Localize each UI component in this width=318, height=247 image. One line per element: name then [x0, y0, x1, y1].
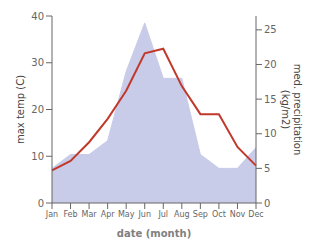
svg-text:10: 10 [264, 128, 277, 139]
svg-text:Sep: Sep [193, 210, 208, 219]
svg-text:40: 40 [31, 11, 44, 22]
svg-text:med. precipitation(kg/m2): med. precipitation(kg/m2) [281, 64, 304, 156]
svg-text:Mar: Mar [82, 210, 98, 219]
svg-text:Jan: Jan [45, 210, 58, 219]
svg-text:Feb: Feb [63, 210, 77, 219]
svg-text:30: 30 [31, 57, 44, 68]
svg-text:Aug: Aug [174, 210, 190, 219]
svg-text:5: 5 [264, 163, 270, 174]
svg-text:Oct: Oct [212, 210, 226, 219]
svg-text:10: 10 [31, 151, 44, 162]
svg-text:date (month): date (month) [117, 228, 191, 239]
svg-text:Nov: Nov [230, 210, 246, 219]
svg-text:max temp (C): max temp (C) [15, 75, 26, 144]
svg-text:Dec: Dec [248, 210, 263, 219]
svg-text:15: 15 [264, 94, 277, 105]
svg-text:May: May [118, 210, 135, 219]
svg-text:20: 20 [31, 104, 44, 115]
svg-text:20: 20 [264, 59, 277, 70]
svg-text:Jun: Jun [137, 210, 151, 219]
svg-text:0: 0 [264, 198, 270, 209]
svg-text:25: 25 [264, 24, 277, 35]
svg-text:0: 0 [38, 198, 44, 209]
svg-text:Jul: Jul [157, 210, 168, 219]
svg-text:Apr: Apr [101, 210, 116, 219]
